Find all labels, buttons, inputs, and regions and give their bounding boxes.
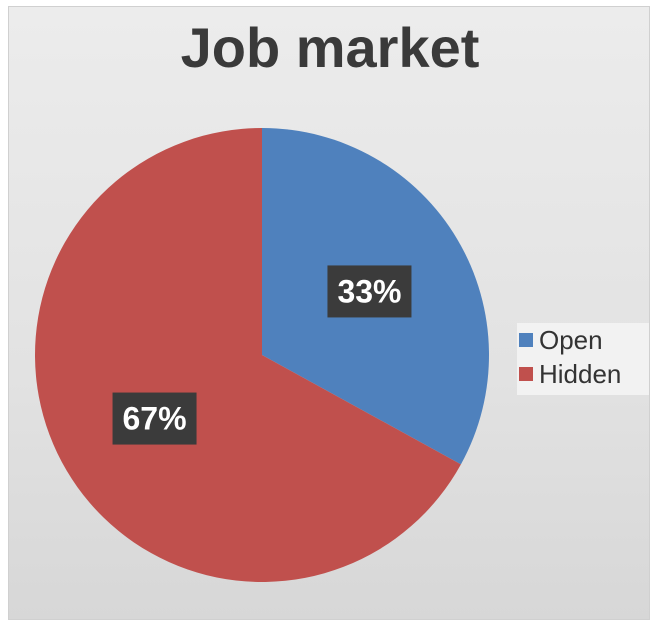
data-label-text: 67%	[123, 401, 187, 437]
data-label-background	[112, 392, 197, 445]
chart-area: Job market 33% 67% Open Hidden	[8, 6, 650, 620]
pie-slice-hidden	[35, 127, 461, 582]
data-label-background	[327, 265, 412, 318]
chart-title: Job market	[180, 16, 480, 79]
data-label-hidden: 67%	[112, 392, 197, 445]
data-label-open: 33%	[327, 265, 412, 318]
legend-label-hidden: Hidden	[539, 358, 622, 389]
legend-label-open: Open	[539, 324, 603, 355]
pie-chart: 33% 67%	[35, 127, 490, 582]
legend-item-hidden: Hidden	[517, 357, 649, 391]
data-label-text: 33%	[337, 273, 401, 309]
legend-swatch-open	[519, 333, 533, 347]
chart-legend: Open Hidden	[517, 323, 649, 395]
legend-item-open: Open	[517, 323, 649, 357]
legend-swatch-hidden	[519, 367, 533, 381]
